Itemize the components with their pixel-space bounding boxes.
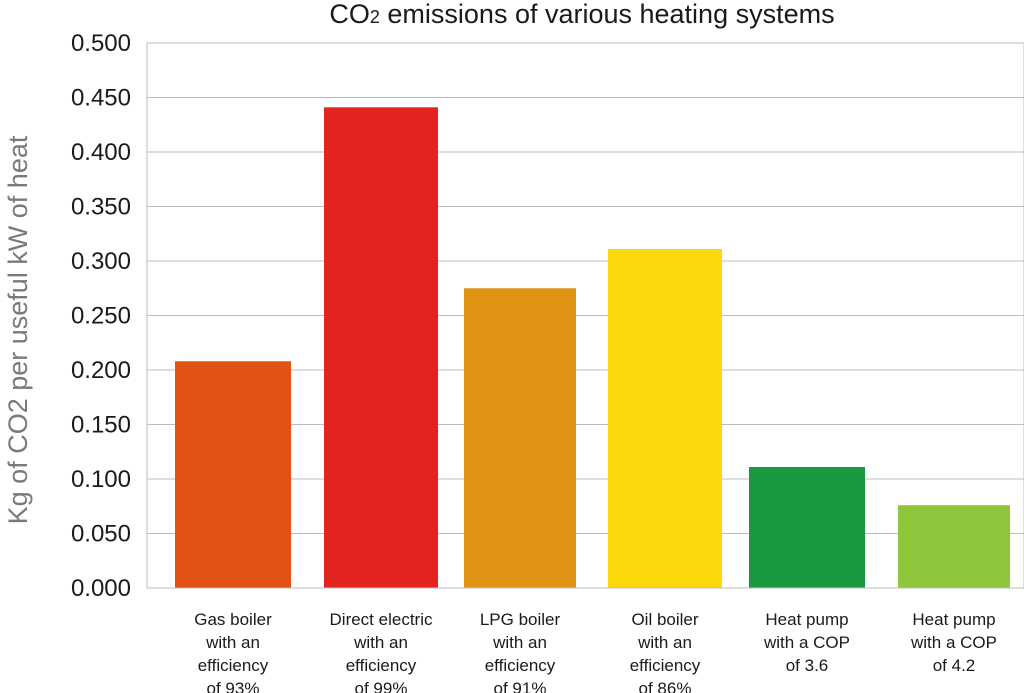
y-tick-label: 0.350 (71, 194, 131, 221)
plot-frame (146, 42, 1024, 589)
y-tick-label: 0.100 (71, 466, 131, 493)
bar (749, 467, 865, 588)
category-label: Heat pump with a COP of 4.2 (910, 610, 997, 675)
bar (175, 361, 291, 588)
bar (464, 288, 576, 588)
y-tick-label: 0.450 (71, 85, 131, 112)
y-tick-label: 0.150 (71, 412, 131, 439)
category-label: LPG boiler with an efficiency of 91% (480, 610, 561, 693)
y-tick-label: 0.400 (71, 139, 131, 166)
bar (898, 505, 1010, 588)
category-label: Heat pump with a COP of 3.6 (763, 610, 850, 675)
category-label: Direct electric with an efficiency of 99% (330, 610, 433, 693)
category-label: Gas boiler with an efficiency of 93% (194, 610, 272, 693)
bar (608, 249, 722, 588)
y-tick-label: 0.050 (71, 521, 131, 548)
y-tick-labels: 0.000 0.050 0.100 0.150 0.200 0.250 0.300 0.350… (71, 30, 131, 602)
chart-title: CO2 emissions of various heating systems (329, 0, 834, 29)
category-labels: Gas boiler with an efficiency of 93% Direct … (194, 610, 997, 693)
y-axis-label: Kg of CO2 per useful kW of heat (3, 135, 33, 524)
bars (175, 107, 1010, 588)
y-tick-label: 0.300 (71, 248, 131, 275)
y-tick-label: 0.000 (71, 575, 131, 602)
y-tick-label: 0.200 (71, 357, 131, 384)
bar (324, 107, 438, 588)
y-tick-label: 0.250 (71, 303, 131, 330)
y-tick-label: 0.500 (71, 30, 131, 57)
category-label: Oil boiler with an efficiency of 86% (630, 610, 701, 693)
